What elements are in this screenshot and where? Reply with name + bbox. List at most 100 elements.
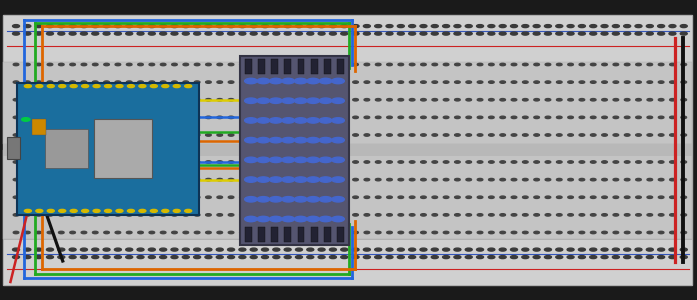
Circle shape [511,231,516,234]
Circle shape [636,63,641,66]
Circle shape [245,157,257,163]
Circle shape [330,81,336,83]
Bar [284,226,291,242]
Circle shape [24,98,30,101]
Circle shape [70,116,75,119]
Circle shape [294,118,307,123]
Circle shape [523,231,528,234]
Circle shape [104,63,109,66]
Circle shape [206,81,211,83]
Circle shape [217,81,222,83]
Circle shape [171,196,177,199]
Circle shape [579,161,585,163]
Circle shape [568,214,574,216]
Circle shape [13,231,19,234]
Circle shape [126,134,132,136]
Circle shape [624,248,631,251]
Circle shape [114,25,121,28]
Circle shape [13,256,20,259]
Circle shape [330,196,336,199]
Circle shape [534,231,539,234]
Circle shape [240,81,245,83]
Circle shape [206,178,211,181]
Circle shape [125,256,132,259]
Circle shape [408,248,415,251]
Circle shape [556,161,562,163]
Circle shape [245,216,257,222]
Circle shape [125,248,132,251]
Circle shape [92,248,99,251]
Circle shape [93,209,100,212]
Circle shape [443,178,449,181]
Circle shape [160,161,166,163]
Circle shape [251,178,256,181]
Circle shape [174,209,181,212]
Circle shape [245,137,257,143]
Circle shape [13,134,19,136]
Circle shape [330,214,336,216]
Circle shape [24,214,30,216]
Circle shape [240,98,245,101]
Circle shape [294,216,307,222]
Circle shape [590,116,596,119]
Circle shape [245,78,257,84]
Circle shape [568,196,574,199]
Circle shape [307,177,319,182]
Circle shape [523,116,528,119]
Circle shape [488,25,495,28]
Circle shape [681,196,687,199]
Circle shape [296,63,302,66]
Circle shape [545,98,551,101]
Circle shape [659,231,664,234]
Circle shape [183,161,189,163]
Circle shape [330,134,336,136]
Circle shape [93,134,98,136]
Circle shape [307,63,313,66]
Circle shape [245,196,257,202]
Circle shape [647,231,652,234]
Circle shape [171,178,177,181]
Circle shape [454,161,460,163]
Circle shape [635,248,642,251]
Circle shape [104,196,109,199]
Circle shape [262,214,268,216]
Circle shape [625,161,630,163]
Circle shape [116,209,123,212]
Circle shape [568,98,574,101]
Circle shape [47,214,53,216]
Circle shape [70,214,75,216]
Circle shape [35,248,42,251]
Circle shape [590,81,596,83]
Circle shape [319,231,324,234]
Circle shape [556,63,562,66]
Circle shape [624,256,631,259]
Circle shape [330,25,337,28]
Circle shape [332,216,344,222]
Circle shape [420,25,427,28]
Circle shape [545,231,551,234]
Circle shape [454,134,460,136]
Circle shape [625,116,630,119]
Circle shape [206,116,211,119]
Circle shape [115,214,121,216]
Circle shape [125,32,132,35]
Circle shape [194,248,201,251]
Bar [259,58,266,74]
Circle shape [613,178,619,181]
Circle shape [217,134,222,136]
Circle shape [296,81,302,83]
Circle shape [375,248,382,251]
Circle shape [579,231,585,234]
Circle shape [647,178,652,181]
Circle shape [545,161,551,163]
Circle shape [183,178,189,181]
Circle shape [489,161,494,163]
Circle shape [307,134,313,136]
Circle shape [217,116,222,119]
Circle shape [59,63,64,66]
Circle shape [659,178,664,181]
Circle shape [454,178,460,181]
Circle shape [294,98,307,104]
Circle shape [92,256,99,259]
Circle shape [70,196,75,199]
